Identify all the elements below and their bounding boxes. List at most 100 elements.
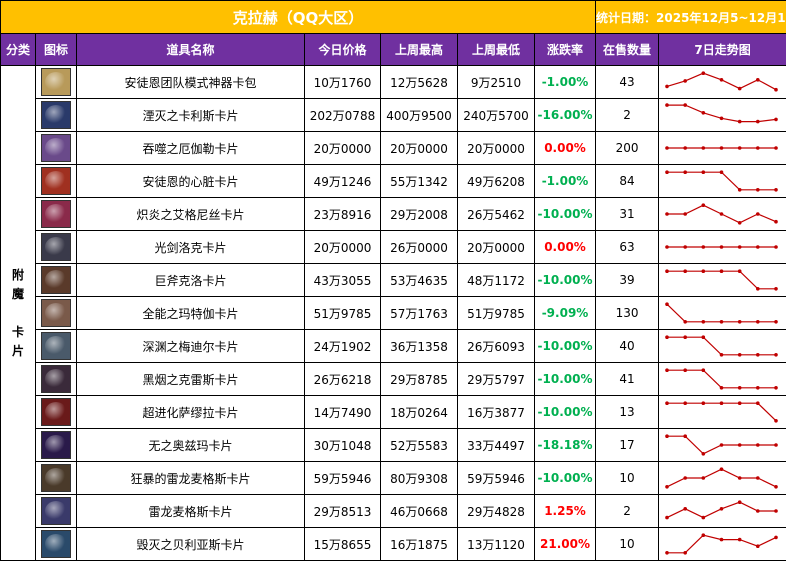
trend-point [683,79,688,83]
item-week-high: 29万2008 [380,197,458,231]
trend-point [737,86,742,91]
header-icon: 图标 [35,33,77,66]
trend-point [756,245,760,249]
trend-point [719,507,724,511]
trend-point [756,509,760,513]
trend-point [683,320,688,324]
table-row: 全能之玛特伽卡片 51万9785 57万1763 51万9785 -9.09% 130 [1,296,786,330]
item-change-rate: -10.00% [533,197,597,231]
trend-point [756,146,760,150]
card-icon[interactable] [41,134,71,162]
trend-point [719,116,724,121]
trend-point [665,84,669,89]
card-icon[interactable] [41,299,71,327]
trend-point [701,269,706,273]
trend-point [719,146,724,150]
trend-point [719,443,724,447]
item-count: 63 [595,230,660,264]
item-week-high: 46万0668 [380,494,458,528]
card-icon[interactable] [41,530,71,558]
trend-point [701,111,706,115]
trend-point [756,119,760,124]
trend-sparkline [665,302,778,324]
item-name: 光剑洛克卡片 [76,230,305,264]
trend-point [774,320,778,324]
item-today-price: 24万1902 [304,329,381,363]
card-icon[interactable] [41,497,71,525]
trend-point [683,245,688,249]
header-category: 分类 [0,33,36,66]
item-name: 黑烟之克雷斯卡片 [76,362,305,396]
card-icon[interactable] [41,266,71,294]
trend-point [701,452,706,456]
trend-point [683,401,688,405]
trend-point [774,87,778,92]
trend-point [756,320,760,324]
card-icon[interactable] [41,332,71,360]
item-trend-cell [658,230,786,264]
item-trend-cell [658,527,786,561]
item-week-low: 29万5797 [457,362,535,396]
trend-point [756,386,760,390]
item-change-rate: -18.18% [533,428,597,462]
item-week-low: 16万3877 [457,395,535,429]
trend-sparkline [665,434,778,456]
item-icon-cell [35,263,77,297]
item-trend-cell [658,428,786,462]
item-icon-cell [35,230,77,264]
item-week-high: 52万5583 [380,428,458,462]
card-icon[interactable] [41,68,71,96]
trend-point [665,212,669,216]
item-change-rate: -10.00% [533,263,597,297]
item-name: 狂暴的雷龙麦格斯卡片 [76,461,305,495]
trend-point [701,515,706,520]
item-week-high: 16万1875 [380,527,458,561]
item-trend-cell [658,494,786,528]
trend-point [683,507,688,511]
item-today-price: 23万8916 [304,197,381,231]
trend-sparkline [665,368,778,390]
card-icon[interactable] [41,233,71,261]
trend-point [756,443,760,447]
item-change-rate: -1.00% [533,164,597,198]
item-change-rate: 21.00% [533,527,597,561]
trend-point [665,269,669,273]
trend-line [667,336,777,356]
item-count: 13 [595,395,660,429]
card-icon[interactable] [41,365,71,393]
trend-line [666,468,777,488]
trend-sparkline [665,170,778,192]
item-week-low: 13万1120 [457,527,535,561]
item-week-high: 55万1342 [380,164,458,198]
card-icon[interactable] [41,464,71,492]
trend-point [701,71,706,75]
category-char: 片 [11,343,24,358]
card-icon[interactable] [41,398,71,426]
item-icon-cell [35,98,77,132]
item-count: 31 [595,197,660,231]
trend-point [719,537,724,542]
table-row: 雷龙麦格斯卡片 29万8513 46万0668 29万4828 1.25% 2 [1,494,786,528]
item-trend-cell [658,296,786,330]
trend-point [719,269,724,273]
item-change-rate: -16.00% [533,98,597,132]
item-week-high: 400万9500 [380,98,458,132]
trend-point [774,443,778,447]
item-icon-cell [35,197,77,231]
trend-point [719,467,724,471]
card-icon[interactable] [41,101,71,129]
trend-point [665,368,669,372]
trend-point [774,146,778,150]
trend-point [701,170,706,174]
card-icon[interactable] [41,200,71,228]
trend-point [774,535,778,540]
trend-point [737,401,742,405]
trend-point [683,146,688,150]
card-icon[interactable] [41,167,71,195]
card-icon[interactable] [41,431,71,459]
item-change-rate: -9.09% [533,296,597,330]
table-row: 深渊之梅迪尔卡片 24万1902 36万1358 26万6093 -10.00% 40 [1,329,786,363]
trend-sparkline [665,533,778,555]
table-row: 巨斧克洛卡片 43万3055 53万4635 48万1172 -10.00% 39 [1,263,786,297]
item-icon-cell [35,329,77,363]
